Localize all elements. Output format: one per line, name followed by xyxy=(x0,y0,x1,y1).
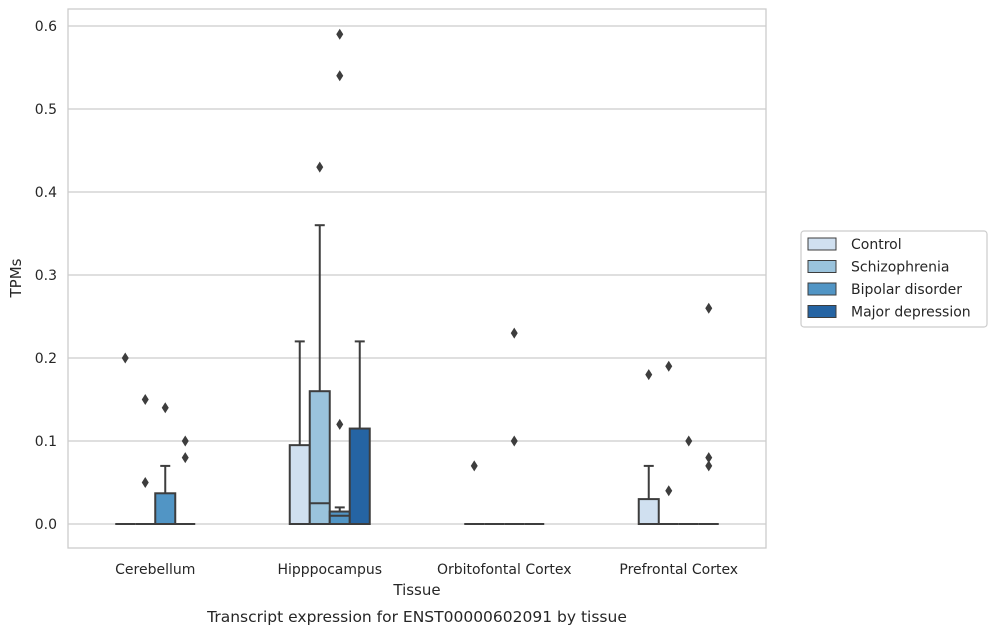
box xyxy=(288,340,311,525)
y-axis-label: TPMs xyxy=(7,258,25,298)
y-axis-ticks: 0.0 0.1 0.2 0.3 0.4 0.5 0.6 xyxy=(35,19,57,533)
outlier-point xyxy=(336,418,344,430)
box-body xyxy=(288,444,311,525)
legend-swatch xyxy=(807,237,837,251)
box xyxy=(175,435,196,525)
x-axis-label: Tissue xyxy=(392,581,440,599)
outlier-point xyxy=(141,477,149,488)
y-tick-label: 0.4 xyxy=(35,185,57,201)
outlier-point xyxy=(470,460,478,472)
legend-swatch xyxy=(807,282,837,296)
x-tick-label: Prefrontal Cortex xyxy=(619,562,738,578)
outlier-point xyxy=(645,369,653,381)
box xyxy=(658,360,679,525)
box-body xyxy=(154,492,177,526)
plot-frame xyxy=(67,8,767,549)
legend-entry: Major depression xyxy=(851,305,971,321)
outlier-point xyxy=(181,435,189,447)
series-control xyxy=(115,340,660,526)
box xyxy=(698,302,719,525)
box-body xyxy=(328,510,351,525)
y-tick-label: 0.0 xyxy=(35,517,57,533)
legend-entry: Control xyxy=(851,237,902,253)
x-tick-label: Orbitofontal Cortex xyxy=(437,562,572,578)
x-tick-label: Hipppocampus xyxy=(277,562,382,578)
box xyxy=(348,340,371,525)
box xyxy=(637,369,660,526)
legend-entry: Schizophrenia xyxy=(851,260,949,276)
series-major-depression xyxy=(175,302,719,525)
box-series xyxy=(115,28,719,526)
legend: Control Schizophrenia Bipolar disorder Majo… xyxy=(800,230,988,328)
box xyxy=(135,394,156,525)
box xyxy=(678,435,699,525)
y-tick-label: 0.3 xyxy=(35,268,57,284)
chart-caption: Transcript expression for ENST0000060209… xyxy=(206,608,627,626)
outlier-point xyxy=(665,485,673,497)
gridlines xyxy=(68,25,766,525)
outlier-point xyxy=(316,161,324,173)
outlier-point xyxy=(705,302,713,314)
outlier-point xyxy=(161,402,169,414)
outlier-point xyxy=(665,360,673,372)
y-tick-label: 0.1 xyxy=(35,434,57,450)
box xyxy=(464,460,485,525)
box xyxy=(308,161,331,526)
outlier-point xyxy=(336,70,344,82)
outlier-point xyxy=(705,460,713,472)
box xyxy=(504,327,525,525)
legend-box xyxy=(800,230,988,328)
outlier-point xyxy=(510,327,518,339)
box-body xyxy=(348,427,371,525)
box xyxy=(328,28,351,525)
box-body xyxy=(308,390,331,526)
outlier-point xyxy=(181,452,189,464)
outlier-point xyxy=(705,452,713,464)
legend-swatch xyxy=(807,305,837,318)
outlier-point xyxy=(336,28,344,40)
legend-entry: Bipolar disorder xyxy=(851,282,962,298)
series-bipolar-disorder xyxy=(154,28,699,526)
box-body xyxy=(637,498,660,526)
x-tick-label: Cerebellum xyxy=(115,562,195,578)
y-tick-label: 0.5 xyxy=(35,102,57,118)
outlier-point xyxy=(121,352,129,364)
y-tick-label: 0.6 xyxy=(35,19,57,35)
outlier-point xyxy=(141,394,149,405)
box xyxy=(154,402,177,526)
outlier-point xyxy=(510,435,518,447)
x-axis-ticks: Cerebellum Hipppocampus Orbitofontal Corte… xyxy=(115,562,738,578)
box xyxy=(115,352,136,525)
series-schizophrenia xyxy=(135,161,679,526)
y-tick-label: 0.2 xyxy=(35,351,57,367)
outlier-point xyxy=(685,435,693,447)
legend-swatch xyxy=(807,260,837,273)
